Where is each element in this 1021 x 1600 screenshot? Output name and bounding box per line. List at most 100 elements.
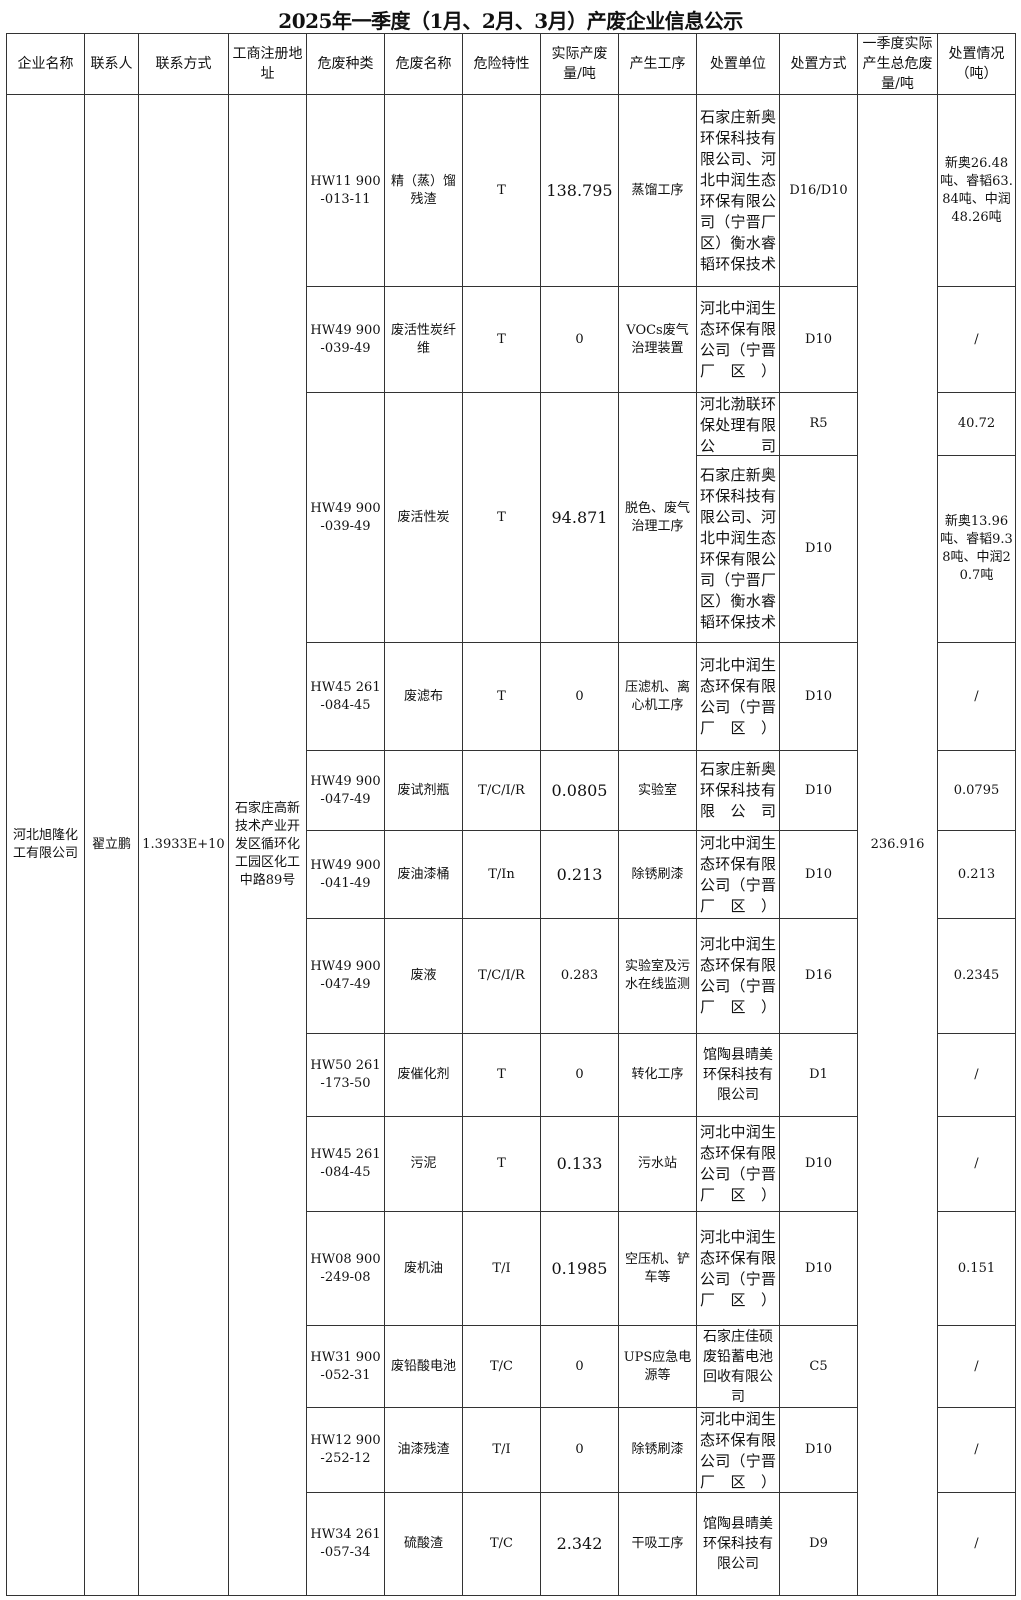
disposal-result: 0.213: [937, 830, 1016, 919]
waste-amount: 0.213: [540, 830, 619, 919]
disposal-method: D10: [779, 455, 858, 643]
hazard-property: T/C/I/R: [462, 918, 541, 1034]
process: 脱色、废气治理工序: [618, 392, 697, 643]
waste-amount: 0: [540, 286, 619, 393]
header-disposal-unit: 处置单位: [696, 33, 780, 95]
waste-code: HW34 261-057-34: [306, 1492, 385, 1596]
header-company-name: 企业名称: [6, 33, 85, 95]
waste-amount: 0: [540, 642, 619, 751]
process: VOCs废气治理装置: [618, 286, 697, 393]
disposal-unit-text: 河北中润生态环保有限公司（宁晋厂区）: [700, 1409, 776, 1491]
waste-amount: 2.342: [540, 1492, 619, 1596]
table-row: HW49 900-047-49 废液 T/C/I/R 0.283 实验室及污水在线监测河…: [7, 918, 1016, 1034]
page-title: 2025年一季度（1月、2月、3月）产废企业信息公示: [6, 10, 1015, 34]
hazard-property: T: [462, 1116, 541, 1212]
disposal-unit-text: 河北中润生态环保有限公司（宁晋厂区）: [700, 655, 776, 737]
header-row: 企业名称 联系人 联系方式 工商注册地址 危废种类 危废名称 危险特性 实际产废量/吨 产生工序…: [6, 33, 1016, 95]
waste-name: 废活性炭纤维: [384, 286, 463, 393]
waste-code: HW49 900-041-49: [306, 830, 385, 919]
header-process: 产生工序: [618, 33, 697, 95]
disposal-method: D10: [779, 286, 858, 393]
header-disposal-result: 处置情况（吨）: [937, 33, 1016, 95]
disposal-method: D10: [779, 642, 858, 751]
disposal-unit: 石家庄新奥环保科技有限公司、河北中润生态环保有限公司（宁晋厂区）衡水睿韬环保技术: [696, 94, 780, 287]
hazard-property: T/I: [462, 1407, 541, 1493]
hazard-property: T/I: [462, 1211, 541, 1326]
disposal-result: 0.0795: [937, 750, 1016, 831]
process: 转化工序: [618, 1033, 697, 1117]
waste-name: 精（蒸）馏残渣: [384, 94, 463, 287]
contact-person: 翟立鹏: [84, 94, 139, 1596]
waste-name: 废铅酸电池: [384, 1325, 463, 1408]
process: 除锈刷漆: [618, 1407, 697, 1493]
header-waste-name: 危废名称: [384, 33, 463, 95]
disposal-unit: 河北渤联环保处理有限公司: [696, 392, 780, 456]
disposal-unit-text: 河北中润生态环保有限公司（宁晋厂区）: [700, 298, 776, 380]
disposal-unit-text: 石家庄新奥环保科技有限公司: [700, 760, 776, 820]
waste-code: HW49 900-039-49: [306, 392, 385, 643]
waste-info-table: 企业名称 联系人 联系方式 工商注册地址 危废种类 危废名称 危险特性 实际产废量/吨 产生工序…: [6, 33, 1016, 1596]
disposal-method: D16: [779, 918, 858, 1034]
waste-code: HW12 900-252-12: [306, 1407, 385, 1493]
disposal-unit-text: 河北渤联环保处理有限公司: [700, 394, 776, 455]
disposal-method: D9: [779, 1492, 858, 1596]
disposal-unit-text: 河北中润生态环保有限公司（宁晋厂区）: [700, 935, 776, 1016]
waste-name: 废油漆桶: [384, 830, 463, 919]
waste-amount: 0.1985: [540, 1211, 619, 1326]
registered-address: 石家庄高新技术产业开发区循环化工园区化工中路89号: [228, 94, 307, 1596]
disposal-unit: 河北中润生态环保有限公司（宁晋厂区）: [696, 918, 780, 1034]
disposal-unit: 石家庄佳硕废铅蓄电池回收有限公司: [696, 1325, 780, 1408]
disposal-method: D10: [779, 1116, 858, 1212]
waste-code: HW08 900-249-08: [306, 1211, 385, 1326]
hazard-property: T: [462, 94, 541, 287]
waste-name: 废活性炭: [384, 392, 463, 643]
waste-amount: 0.133: [540, 1116, 619, 1212]
waste-code: HW45 261-084-45: [306, 1116, 385, 1212]
disposal-result: 新奥13.96吨、睿韬9.38吨、中润20.7吨: [937, 455, 1016, 643]
disposal-unit-text: 河北中润生态环保有限公司（宁晋厂区）: [700, 1123, 776, 1204]
disposal-unit-text: 石家庄新奥环保科技有限公司、河北中润生态环保有限公司（宁晋厂区）衡水睿韬环保技术: [700, 107, 776, 273]
disposal-unit: 馆陶县晴美环保科技有限公司: [696, 1033, 780, 1117]
disposal-method: D1: [779, 1033, 858, 1117]
waste-name: 废液: [384, 918, 463, 1034]
process: 实验室: [618, 750, 697, 831]
disposal-unit-text: 石家庄佳硕废铅蓄电池回收有限公司: [703, 1328, 773, 1405]
hazard-property: T/C: [462, 1325, 541, 1408]
disposal-result: /: [937, 286, 1016, 393]
waste-name: 废滤布: [384, 642, 463, 751]
table-row: HW50 261-173-50 废催化剂 T 0 转化工序 馆陶县晴美环保科技有限公司 D1…: [7, 1033, 1016, 1117]
quarter-total: 236.916: [857, 94, 938, 1596]
header-quarter-total: 一季度实际产生总危废量/吨: [857, 33, 938, 95]
header-amount: 实际产废量/吨: [540, 33, 619, 95]
hazard-property: T: [462, 642, 541, 751]
table-row: 河北旭隆化工有限公司 翟立鹏 1.3933E+10 石家庄高新技术产业开发区循环化工园…: [6, 94, 1016, 1596]
waste-name: 废机油: [384, 1211, 463, 1326]
waste-code: HW49 900-047-49: [306, 750, 385, 831]
process: 实验室及污水在线监测: [618, 918, 697, 1034]
waste-code: HW45 261-084-45: [306, 642, 385, 751]
disposal-unit-text: 河北中润生态环保有限公司（宁晋厂区）: [700, 833, 776, 915]
table-row: HW34 261-057-34 硫酸渣 T/C 2.342 干吸工序 馆陶县晴美环保科技有…: [7, 1492, 1016, 1596]
disposal-unit: 河北中润生态环保有限公司（宁晋厂区）: [696, 286, 780, 393]
company-name: 河北旭隆化工有限公司: [6, 94, 85, 1596]
disposal-unit: 石家庄新奥环保科技有限公司、河北中润生态环保有限公司（宁晋厂区）衡水睿韬环保技术: [696, 455, 780, 643]
disposal-method: D10: [779, 750, 858, 831]
waste-name: 污泥: [384, 1116, 463, 1212]
hazard-property: T: [462, 392, 541, 643]
process: 除锈刷漆: [618, 830, 697, 919]
hazard-property: T/In: [462, 830, 541, 919]
disposal-unit-text: 馆陶县晴美环保科技有限公司: [703, 1047, 773, 1103]
table-row: HW49 900-047-49 废试剂瓶 T/C/I/R 0.0805 实验室 石家庄新奥…: [7, 750, 1016, 831]
table-row: HW45 261-084-45 废滤布 T 0 压滤机、离心机工序 河北中润生态环保有限公…: [7, 642, 1016, 751]
disposal-method: D10: [779, 830, 858, 919]
disposal-result: /: [937, 1325, 1016, 1408]
header-address: 工商注册地址: [228, 33, 307, 95]
table-row: HW12 900-252-12 油漆残渣 T/I 0 除锈刷漆 河北中润生态环保有限公司（…: [7, 1407, 1016, 1493]
hazard-property: T: [462, 286, 541, 393]
disposal-unit-text: 石家庄新奥环保科技有限公司、河北中润生态环保有限公司（宁晋厂区）衡水睿韬环保技术: [700, 466, 776, 631]
process: 干吸工序: [618, 1492, 697, 1596]
waste-code: HW49 900-047-49: [306, 918, 385, 1034]
disposal-method: C5: [779, 1325, 858, 1408]
disposal-unit: 河北中润生态环保有限公司（宁晋厂区）: [696, 642, 780, 751]
disposal-result: 新奥26.48吨、睿韬63.84吨、中润48.26吨: [937, 94, 1016, 287]
